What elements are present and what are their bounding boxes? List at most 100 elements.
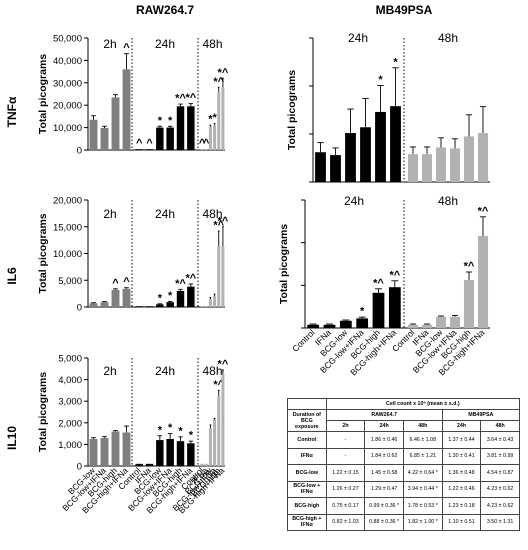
time-label: 48h xyxy=(438,31,458,45)
table-cell: 3.64 ± 0.43 xyxy=(480,431,520,449)
table-cell: 1.10 ± 0.51 xyxy=(441,513,482,531)
y-tick-label: 15,000 xyxy=(53,222,82,233)
time-label: 48h xyxy=(202,364,222,378)
table-cell: 4.23 ± 0.62 xyxy=(480,480,520,498)
bar xyxy=(345,133,356,182)
time-label: 24h xyxy=(155,207,175,221)
table-cell: 1.78 ± 0.53 * xyxy=(402,497,443,515)
y-tick-label: 5,000 xyxy=(58,354,82,365)
significance-marker: ^ xyxy=(123,42,130,54)
bar xyxy=(407,324,419,328)
row-label-il6: IL6 xyxy=(5,267,19,285)
bar xyxy=(122,69,131,150)
table-cell: 6.46 ± 1.08 xyxy=(402,431,443,449)
row-label-il10: IL10 xyxy=(5,426,19,450)
table-cell: 0.82 ± 1.03 xyxy=(325,513,366,531)
y-tick-label: 20,000 xyxy=(53,196,82,207)
time-label: 24h xyxy=(344,194,364,208)
table-row-label: BCG-low xyxy=(287,464,327,482)
table-row-label: Control xyxy=(287,431,327,449)
y-axis-label: Total picograms xyxy=(278,224,290,304)
bar xyxy=(217,246,221,307)
significance-marker: * xyxy=(158,292,163,304)
table-cell: 3.50 ± 1.31 xyxy=(480,513,520,531)
table-time-head: 2h xyxy=(325,420,366,432)
bar xyxy=(100,437,109,466)
table-mb-header: MB49PSA xyxy=(441,409,521,421)
bar xyxy=(187,286,195,307)
bar xyxy=(330,155,341,182)
y-tick-label: 2,000 xyxy=(58,418,82,429)
significance-marker: ^ xyxy=(199,138,206,150)
table-raw-header: RAW264.7 xyxy=(325,409,443,421)
bar xyxy=(477,236,489,328)
bar xyxy=(449,148,461,182)
y-tick-label: 3,000 xyxy=(58,397,82,408)
bar xyxy=(477,133,489,182)
bar xyxy=(372,292,385,328)
bar xyxy=(390,106,401,182)
table-row-label: IFNα xyxy=(287,447,327,465)
bar xyxy=(208,428,212,466)
column-title-raw: RAW264.7 xyxy=(136,3,194,17)
y-axis-label: Total picograms xyxy=(286,70,298,150)
y-tick-label: 40,000 xyxy=(53,56,82,67)
bar xyxy=(307,324,320,328)
y-axis-label: Total picograms xyxy=(37,54,49,134)
bar xyxy=(122,288,131,307)
table-cell: 3.81 ± 0.99 xyxy=(480,447,520,465)
table-cell: 6.85 ± 1.21 xyxy=(402,447,443,465)
bar xyxy=(435,316,447,328)
bar xyxy=(122,432,131,466)
significance-marker: *^ xyxy=(389,269,400,281)
table-time-head: 48h xyxy=(480,420,520,432)
table-time-head: 24h xyxy=(364,420,404,432)
bar xyxy=(156,127,164,150)
bar xyxy=(100,128,109,150)
significance-marker: *^ xyxy=(213,220,224,232)
bar xyxy=(339,320,352,328)
bar xyxy=(213,125,217,150)
bar xyxy=(421,154,433,182)
table-caption: Cell count x 10⁶ (mean ± s.d.) xyxy=(325,398,521,410)
table-row: Control -1.86 ± 0.46 6.46 ± 1.08 1.37 ± 0.4… xyxy=(287,431,520,449)
bar xyxy=(208,298,212,307)
time-label: 24h xyxy=(155,364,175,378)
bar xyxy=(200,463,204,466)
time-label: 24h xyxy=(155,37,175,51)
column-title-mb: MB49PSA xyxy=(376,3,433,17)
significance-marker: * xyxy=(158,424,163,436)
bar xyxy=(187,106,195,150)
significance-marker: * xyxy=(208,114,213,126)
table-cell: 1.37 ± 0.44 xyxy=(441,431,482,449)
significance-marker: *^ xyxy=(185,92,196,104)
table-row: BCG-high + IFNα 0.82 ± 1.03 0.88 ± 0.36 * 1… xyxy=(287,513,520,531)
table-cell: 1.82 ± 1.00 * xyxy=(402,513,443,531)
table-row: BCG-low + IFNα 1.26 ± 0.27 1.29 ± 0.47 3.94… xyxy=(287,480,520,498)
table-time-head: 24h xyxy=(441,420,482,432)
bar xyxy=(166,439,174,466)
table-cell: - xyxy=(325,447,366,465)
significance-marker: *^ xyxy=(373,277,384,289)
significance-marker: *^ xyxy=(185,272,196,284)
bar xyxy=(135,149,143,150)
significance-marker: * xyxy=(168,115,173,127)
y-tick-label: 50,000 xyxy=(53,34,82,45)
significance-marker: *^ xyxy=(213,76,224,88)
bar xyxy=(111,431,120,466)
significance-marker: * xyxy=(178,425,183,437)
table-col-head: Duration of BCG exposure xyxy=(287,409,327,432)
significance-marker: * xyxy=(360,306,365,318)
table-cell: 1.45 ± 0.58 xyxy=(364,464,404,482)
time-label: 24h xyxy=(348,31,368,45)
table-corner xyxy=(287,398,327,410)
bar xyxy=(360,127,371,182)
bar xyxy=(217,91,221,150)
table-cell: 1.86 ± 0.46 xyxy=(364,431,404,449)
time-label: 48h xyxy=(202,207,222,221)
significance-marker: * xyxy=(189,430,194,442)
y-tick-label: 0 xyxy=(77,462,82,473)
bar xyxy=(323,324,336,328)
y-tick-label: 10,000 xyxy=(53,123,82,134)
